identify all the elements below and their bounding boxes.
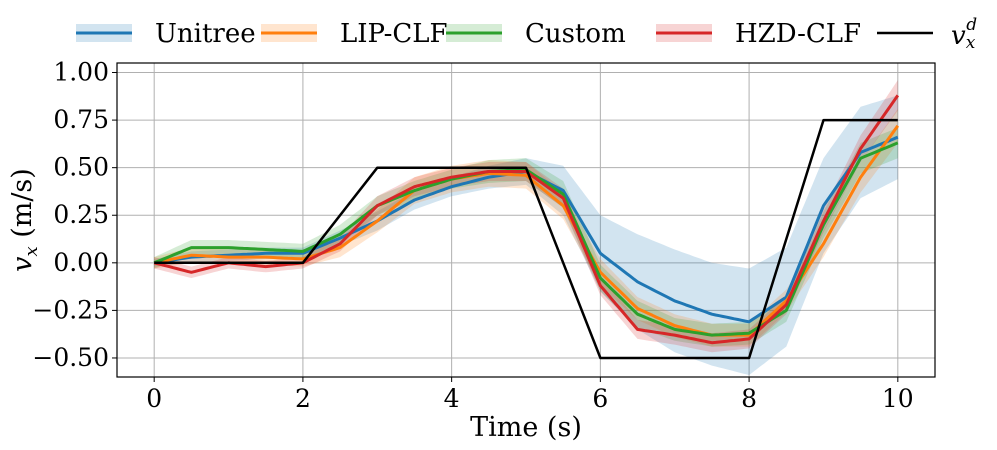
x-tick-label-0: 0: [146, 384, 162, 413]
y-tick-label-1: 0.75: [53, 105, 109, 134]
legend-reference-subscript: x: [966, 33, 976, 53]
x-tick-label-2: 4: [444, 384, 460, 413]
y-tick-label-4: 0.00: [53, 248, 109, 277]
y-axis-title-subscript: x: [21, 246, 42, 256]
y-tick-label-3: 0.25: [53, 200, 109, 229]
legend-label-reference: vxd: [951, 15, 977, 53]
legend-label-0: Unitree: [155, 19, 256, 49]
x-tick-label-1: 2: [295, 384, 311, 413]
plot-area: [153, 80, 900, 376]
x-tick-label-4: 8: [741, 384, 757, 413]
x-axis-title: Time (s): [470, 412, 582, 443]
y-axis-title-symbol: v: [7, 257, 38, 272]
y-axis-title: vx (m/s): [7, 168, 42, 272]
y-tick-label-5: −0.25: [32, 295, 109, 324]
series-line-3: [153, 94, 900, 345]
legend: Unitree LIP-CLF Custom HZD-CLF vxd: [76, 15, 977, 53]
series-line-1: [153, 124, 900, 337]
series-band-0: [154, 95, 898, 376]
y-tick-label-6: −0.50: [32, 343, 109, 372]
x-tick-label-5: 10: [882, 384, 914, 413]
x-axis: 0 2 4 6 8 10: [146, 377, 914, 413]
legend-label-2: Custom: [525, 19, 626, 49]
series-group: [153, 80, 900, 376]
x-tick-label-3: 6: [592, 384, 608, 413]
legend-reference-symbol: v: [951, 21, 966, 51]
y-tick-label-2: 0.50: [53, 153, 109, 182]
y-tick-label-0: 1.00: [53, 58, 109, 87]
plot-frame: [116, 62, 936, 378]
legend-reference-superscript: d: [966, 15, 977, 35]
series-line-4: [154, 118, 898, 360]
legend-label-1: LIP-CLF: [340, 19, 448, 49]
y-axis-title-unit: (m/s): [7, 168, 38, 238]
legend-label-3: HZD-CLF: [735, 19, 861, 49]
y-axis: 1.00 0.75 0.50 0.25 0.00 −0.25 −0.50: [32, 58, 117, 372]
